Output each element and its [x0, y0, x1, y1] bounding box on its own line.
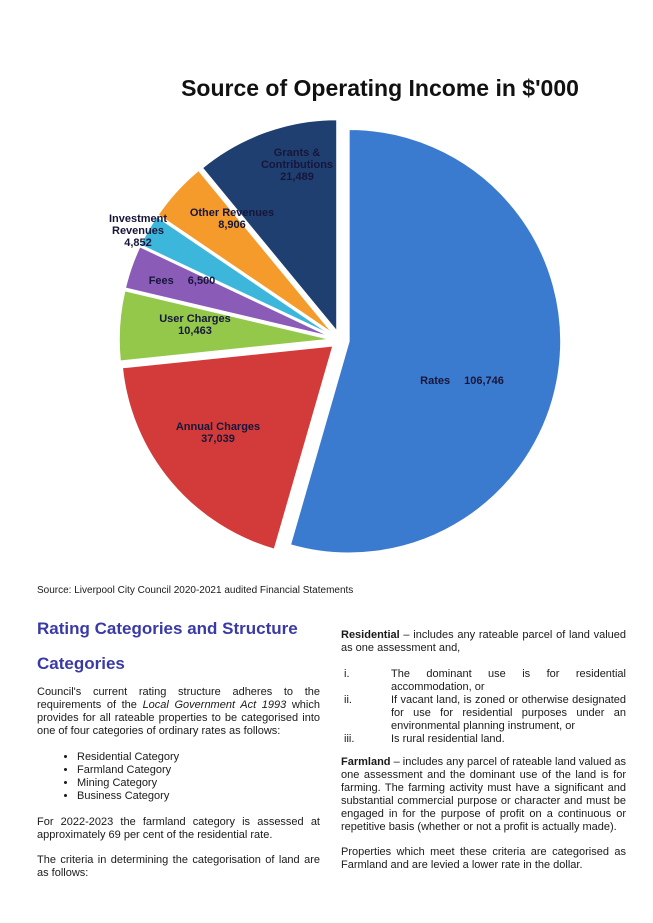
slice-value: 37,039	[201, 433, 235, 445]
pie-slice	[156, 169, 334, 335]
chart: Source of Operating Income in $'000	[118, 75, 579, 555]
slice-label: User Charges 10,463	[159, 313, 231, 337]
criteria: The criteria in determining the categori…	[37, 854, 320, 879]
slice-label: Grants & Contributions 21,489	[257, 147, 337, 183]
bullet-item: Residential Category	[77, 751, 179, 764]
term: Residential	[341, 629, 400, 641]
text: Council's current rating structure adher…	[37, 686, 320, 711]
pie-slice	[289, 128, 562, 555]
slice-value: 6,500	[187, 275, 216, 287]
condition: ii. If vacant land, is zoned or otherwise…	[341, 694, 626, 733]
slice-value: 4,852	[124, 237, 152, 249]
slice-label: Fees 6,500	[149, 275, 216, 287]
pie-slice	[124, 245, 332, 338]
slice-name: Rates	[420, 375, 451, 387]
slice-label: Rates 106,746	[420, 375, 504, 387]
bullet-item: Mining Category	[77, 777, 179, 790]
marker: i.	[344, 668, 350, 680]
pie-slice	[201, 118, 338, 334]
condition-text: If vacant land, is zoned or otherwise de…	[391, 694, 626, 732]
source-note: Source: Liverpool City Council 2020-2021…	[37, 585, 354, 596]
subheading: Categories	[37, 654, 125, 673]
slice-value: 10,463	[178, 325, 212, 337]
text: – includes any parcel of rateable land v…	[341, 756, 626, 833]
marker: ii.	[344, 694, 352, 706]
slice-name: Investment Revenues	[108, 213, 168, 237]
condition: i. The dominant use is for residential ac…	[341, 668, 626, 694]
slice-name: Other Revenues	[189, 207, 275, 219]
text: – includes any rateable parcel of land v…	[341, 629, 626, 654]
closing: Properties which meet these criteria are…	[341, 846, 626, 871]
condition-list: i. The dominant use is for residential ac…	[341, 668, 626, 746]
slice-value: 8,906	[218, 219, 246, 231]
heading: Rating Categories and Structure	[37, 619, 298, 638]
term: Farmland	[341, 756, 391, 768]
slice-value: 21,489	[280, 171, 314, 183]
pie-slice	[121, 344, 335, 551]
slice-value: 106,746	[464, 375, 504, 387]
slice-label: Other Revenues 8,906	[190, 207, 274, 231]
act-name: Local Government Act 1993	[142, 699, 287, 711]
condition: iii. Is rural residential land.	[341, 733, 626, 746]
text: which provides for all rateable properti…	[37, 699, 320, 737]
chart-title: Source of Operating Income in $'000	[181, 75, 579, 101]
category-list: Residential CategoryFarmland CategoryMin…	[37, 751, 179, 803]
slice-name: Fees	[148, 275, 174, 287]
residential-definition: Residential – includes any rateable parc…	[341, 629, 626, 655]
farmland-definition: Farmland – includes any parcel of rateab…	[341, 756, 626, 834]
slice-name: Annual Charges	[175, 421, 261, 433]
slice-name: User Charges	[159, 313, 231, 325]
condition-text: Is rural residential land.	[391, 733, 505, 745]
condition-text: The dominant use is for residential acco…	[391, 668, 626, 693]
bullet-item: Farmland Category	[77, 764, 179, 777]
pie-slice	[139, 215, 333, 337]
slice-label: Investment Revenues 4,852	[98, 213, 178, 249]
slice-name: Grants & Contributions	[260, 147, 334, 171]
bullet-item: Business Category	[77, 790, 179, 803]
slice-label: Annual Charges 37,039	[176, 421, 260, 445]
marker: iii.	[344, 733, 355, 745]
intro-paragraph: Council's current rating structure adher…	[37, 686, 320, 738]
pie-slice	[118, 289, 332, 363]
farmland-rate: For 2022-2023 the farmland category is a…	[37, 816, 320, 841]
